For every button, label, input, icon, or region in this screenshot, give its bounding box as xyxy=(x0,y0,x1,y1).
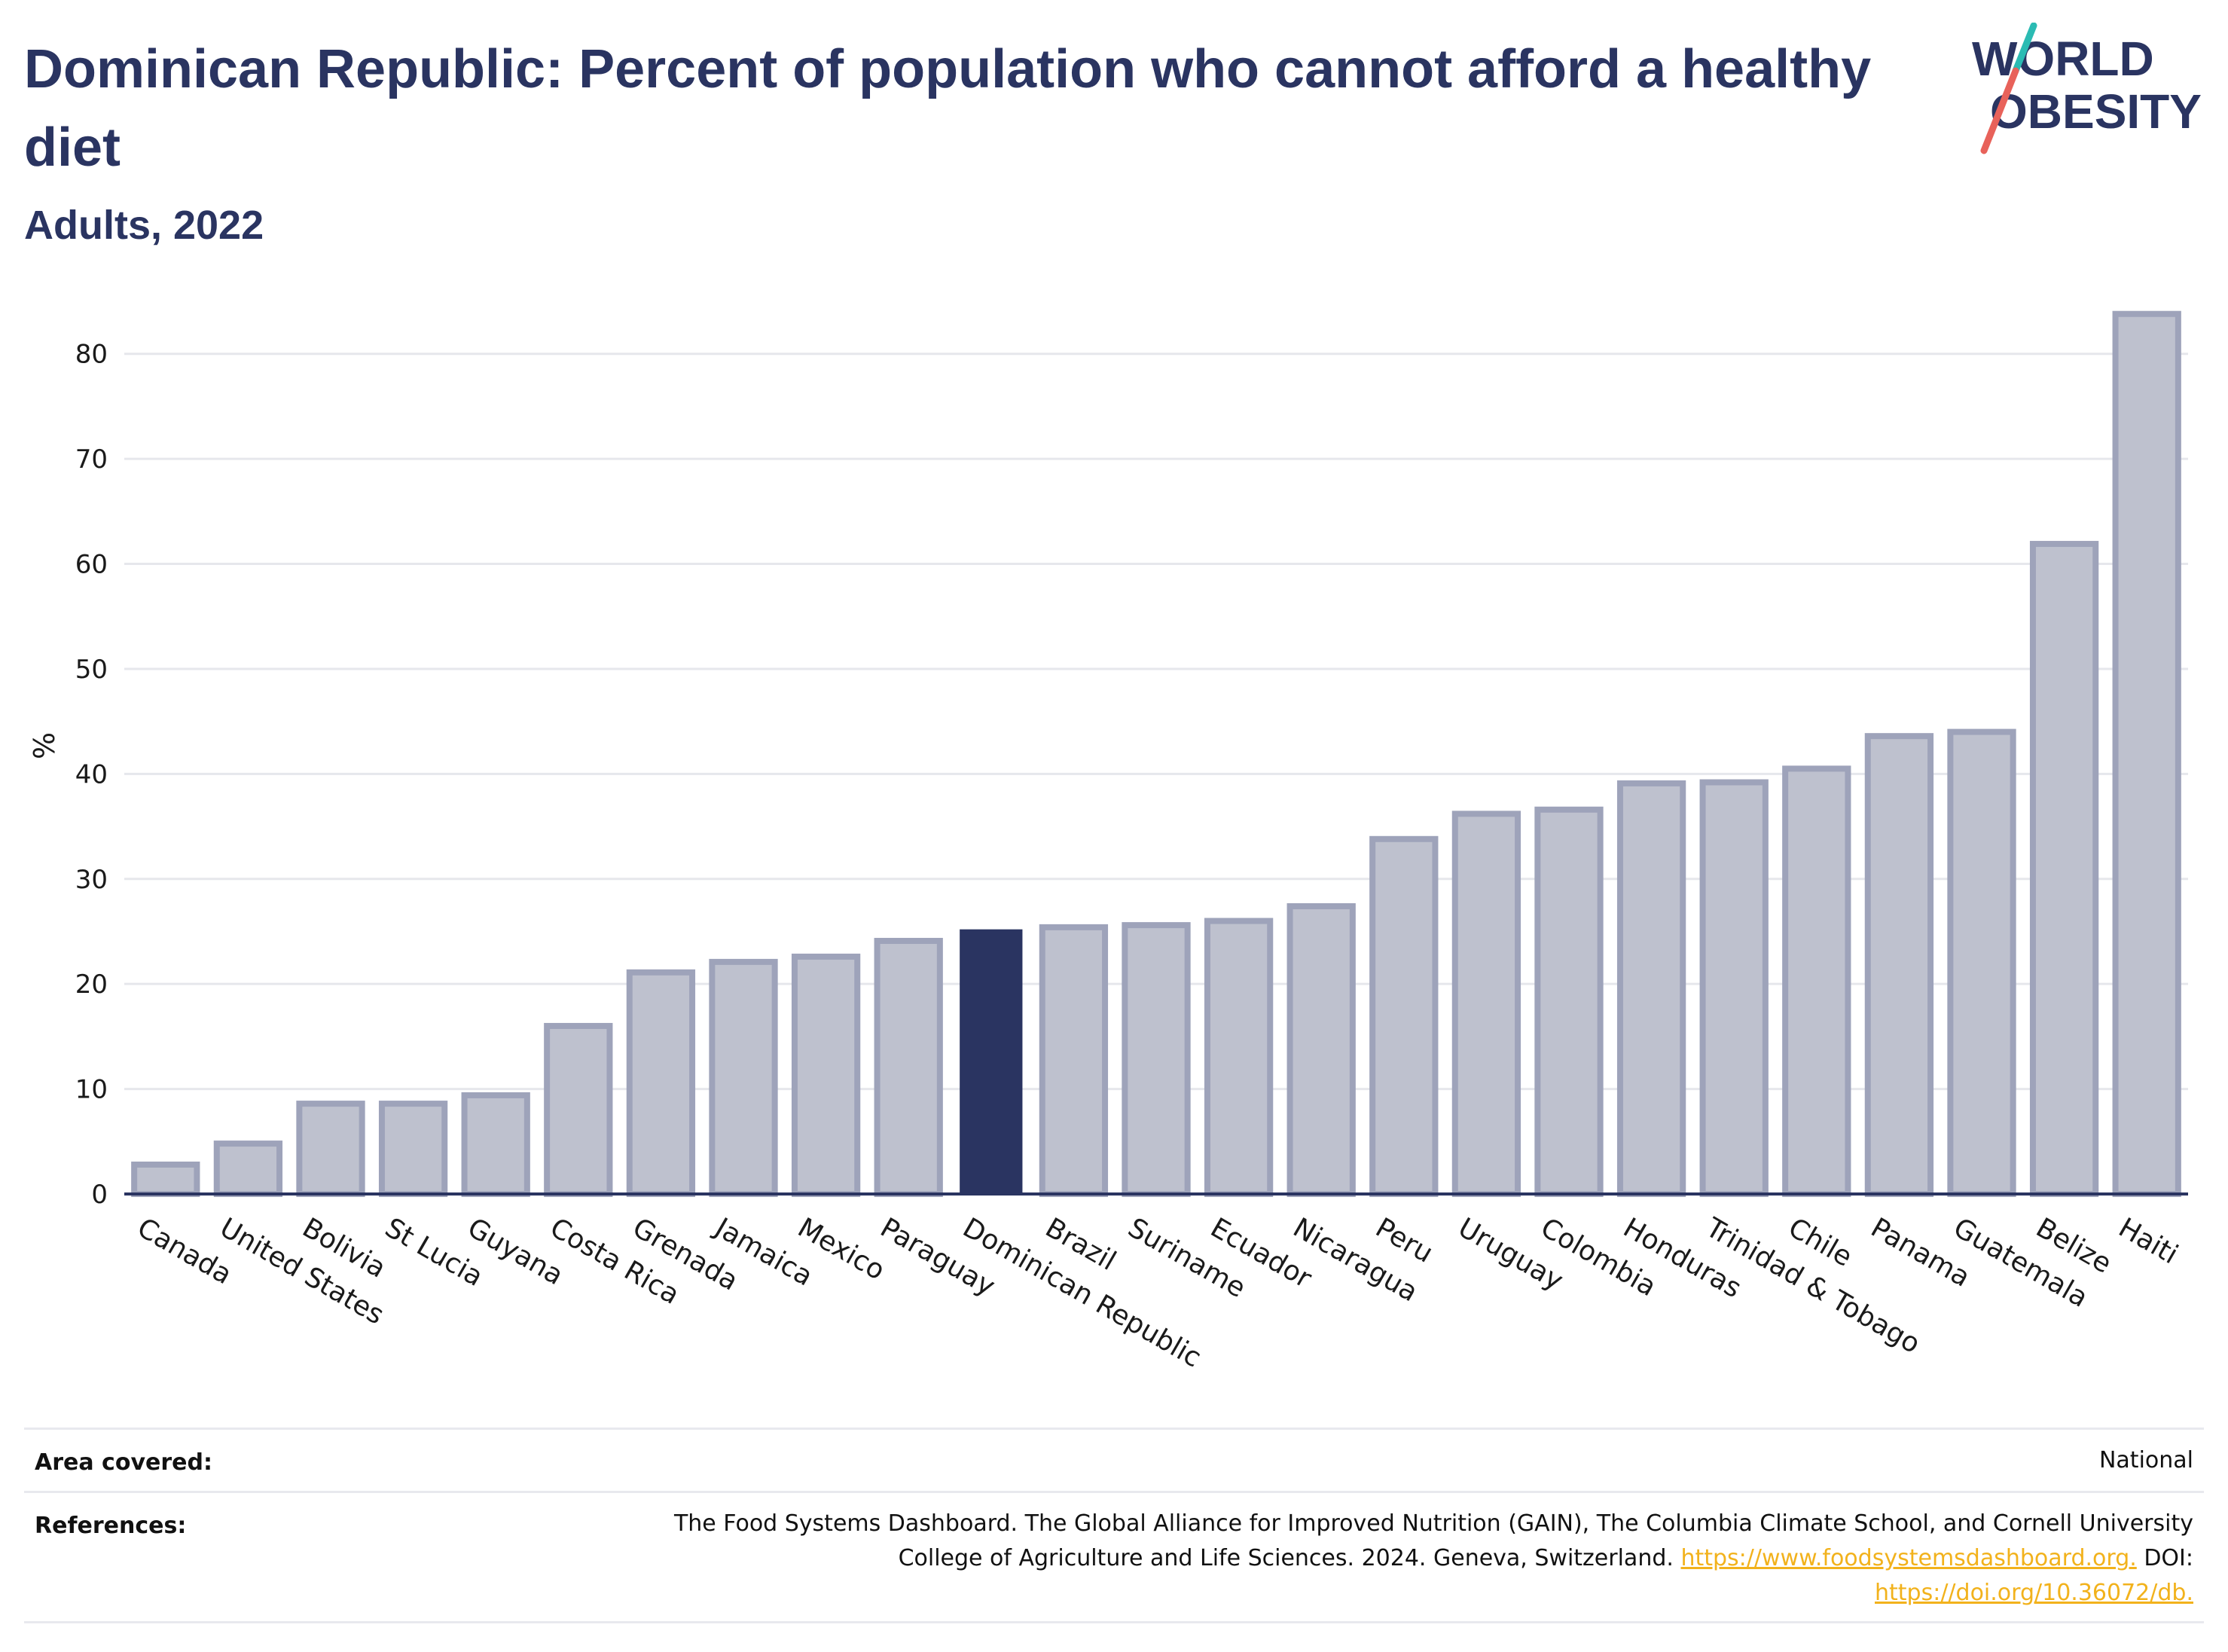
y-tick-label: 60 xyxy=(75,550,108,580)
area-covered-label: Area covered: xyxy=(35,1449,212,1476)
bar-suriname[interactable] xyxy=(1122,922,1191,1197)
references-label: References: xyxy=(35,1513,187,1539)
bar-grenada[interactable] xyxy=(626,969,696,1197)
y-tick-label: 50 xyxy=(75,655,108,685)
doi-link[interactable]: https://doi.org/10.36072/db. xyxy=(1875,1580,2193,1606)
y-tick-label: 40 xyxy=(75,759,108,789)
references-line-3: https://doi.org/10.36072/db. xyxy=(461,1576,2193,1611)
logo-obesity-text: OBESITY xyxy=(1990,84,2202,139)
bar-haiti[interactable] xyxy=(2112,310,2181,1198)
bar-nicaragua[interactable] xyxy=(1286,903,1356,1197)
bar-canada[interactable] xyxy=(131,1161,200,1198)
bar-costa-rica[interactable] xyxy=(544,1022,613,1197)
bar-mexico[interactable] xyxy=(791,953,861,1198)
y-tick-label: 10 xyxy=(75,1075,108,1105)
bar-peru[interactable] xyxy=(1369,835,1439,1197)
bar-belize[interactable] xyxy=(2029,541,2099,1197)
bar-st-lucia[interactable] xyxy=(378,1101,448,1197)
logo-slash-red xyxy=(1980,67,2019,154)
bar-trinidad-tobago[interactable] xyxy=(1699,779,1769,1197)
bar-bolivia[interactable] xyxy=(296,1101,365,1197)
y-tick-label: 70 xyxy=(75,444,108,475)
y-tick-label: 0 xyxy=(91,1180,108,1210)
references-line-1: The Food Systems Dashboard. The Global A… xyxy=(673,1510,2193,1537)
logo-slash-teal xyxy=(2012,23,2037,75)
world-obesity-logo: WORLD OBESITY xyxy=(1972,23,2202,154)
y-axis-title: % xyxy=(28,732,61,759)
area-covered-row: Area covered: National xyxy=(24,1428,2204,1493)
logo-world-text: WORLD xyxy=(1972,32,2154,86)
bar-dominican-republic[interactable] xyxy=(960,929,1023,1194)
x-tick-label: Haiti xyxy=(2114,1212,2184,1270)
bar-paraguay[interactable] xyxy=(874,938,943,1198)
references-line-2-text: College of Agriculture and Life Sciences… xyxy=(898,1545,1674,1571)
y-tick-label: 20 xyxy=(75,970,108,1000)
bar-uruguay[interactable] xyxy=(1451,811,1521,1198)
references-row: References: The Food Systems Dashboard. … xyxy=(24,1491,2204,1623)
bars xyxy=(131,310,2181,1198)
references-line-2: College of Agriculture and Life Sciences… xyxy=(461,1541,2193,1576)
bar-jamaica[interactable] xyxy=(709,958,778,1198)
bar-colombia[interactable] xyxy=(1534,806,1604,1197)
references-text: The Food Systems Dashboard. The Global A… xyxy=(461,1507,2193,1611)
chart-title: Dominican Republic: Percent of populatio… xyxy=(24,39,1872,178)
bar-united-states[interactable] xyxy=(213,1141,283,1198)
bar-panama[interactable] xyxy=(1864,733,1934,1197)
area-covered-value: National xyxy=(2098,1447,2193,1473)
bar-ecuador[interactable] xyxy=(1204,918,1274,1197)
bar-chile[interactable] xyxy=(1782,765,1851,1197)
bar-guyana[interactable] xyxy=(461,1092,530,1197)
info-panel: Area covered: National References: The F… xyxy=(24,1428,2204,1623)
dashboard-link[interactable]: https://www.foodsystemsdashboard.org. xyxy=(1680,1545,2137,1571)
doi-label: DOI: xyxy=(2144,1545,2193,1571)
y-tick-label: 80 xyxy=(75,340,108,370)
bar-guatemala[interactable] xyxy=(1947,728,2016,1197)
x-tick-label: Canada xyxy=(132,1212,237,1290)
chart-subtitle: Adults, 2022 xyxy=(24,203,264,248)
y-tick-label: 30 xyxy=(75,865,108,895)
bar-brazil[interactable] xyxy=(1039,924,1109,1198)
bar-honduras[interactable] xyxy=(1616,780,1686,1197)
